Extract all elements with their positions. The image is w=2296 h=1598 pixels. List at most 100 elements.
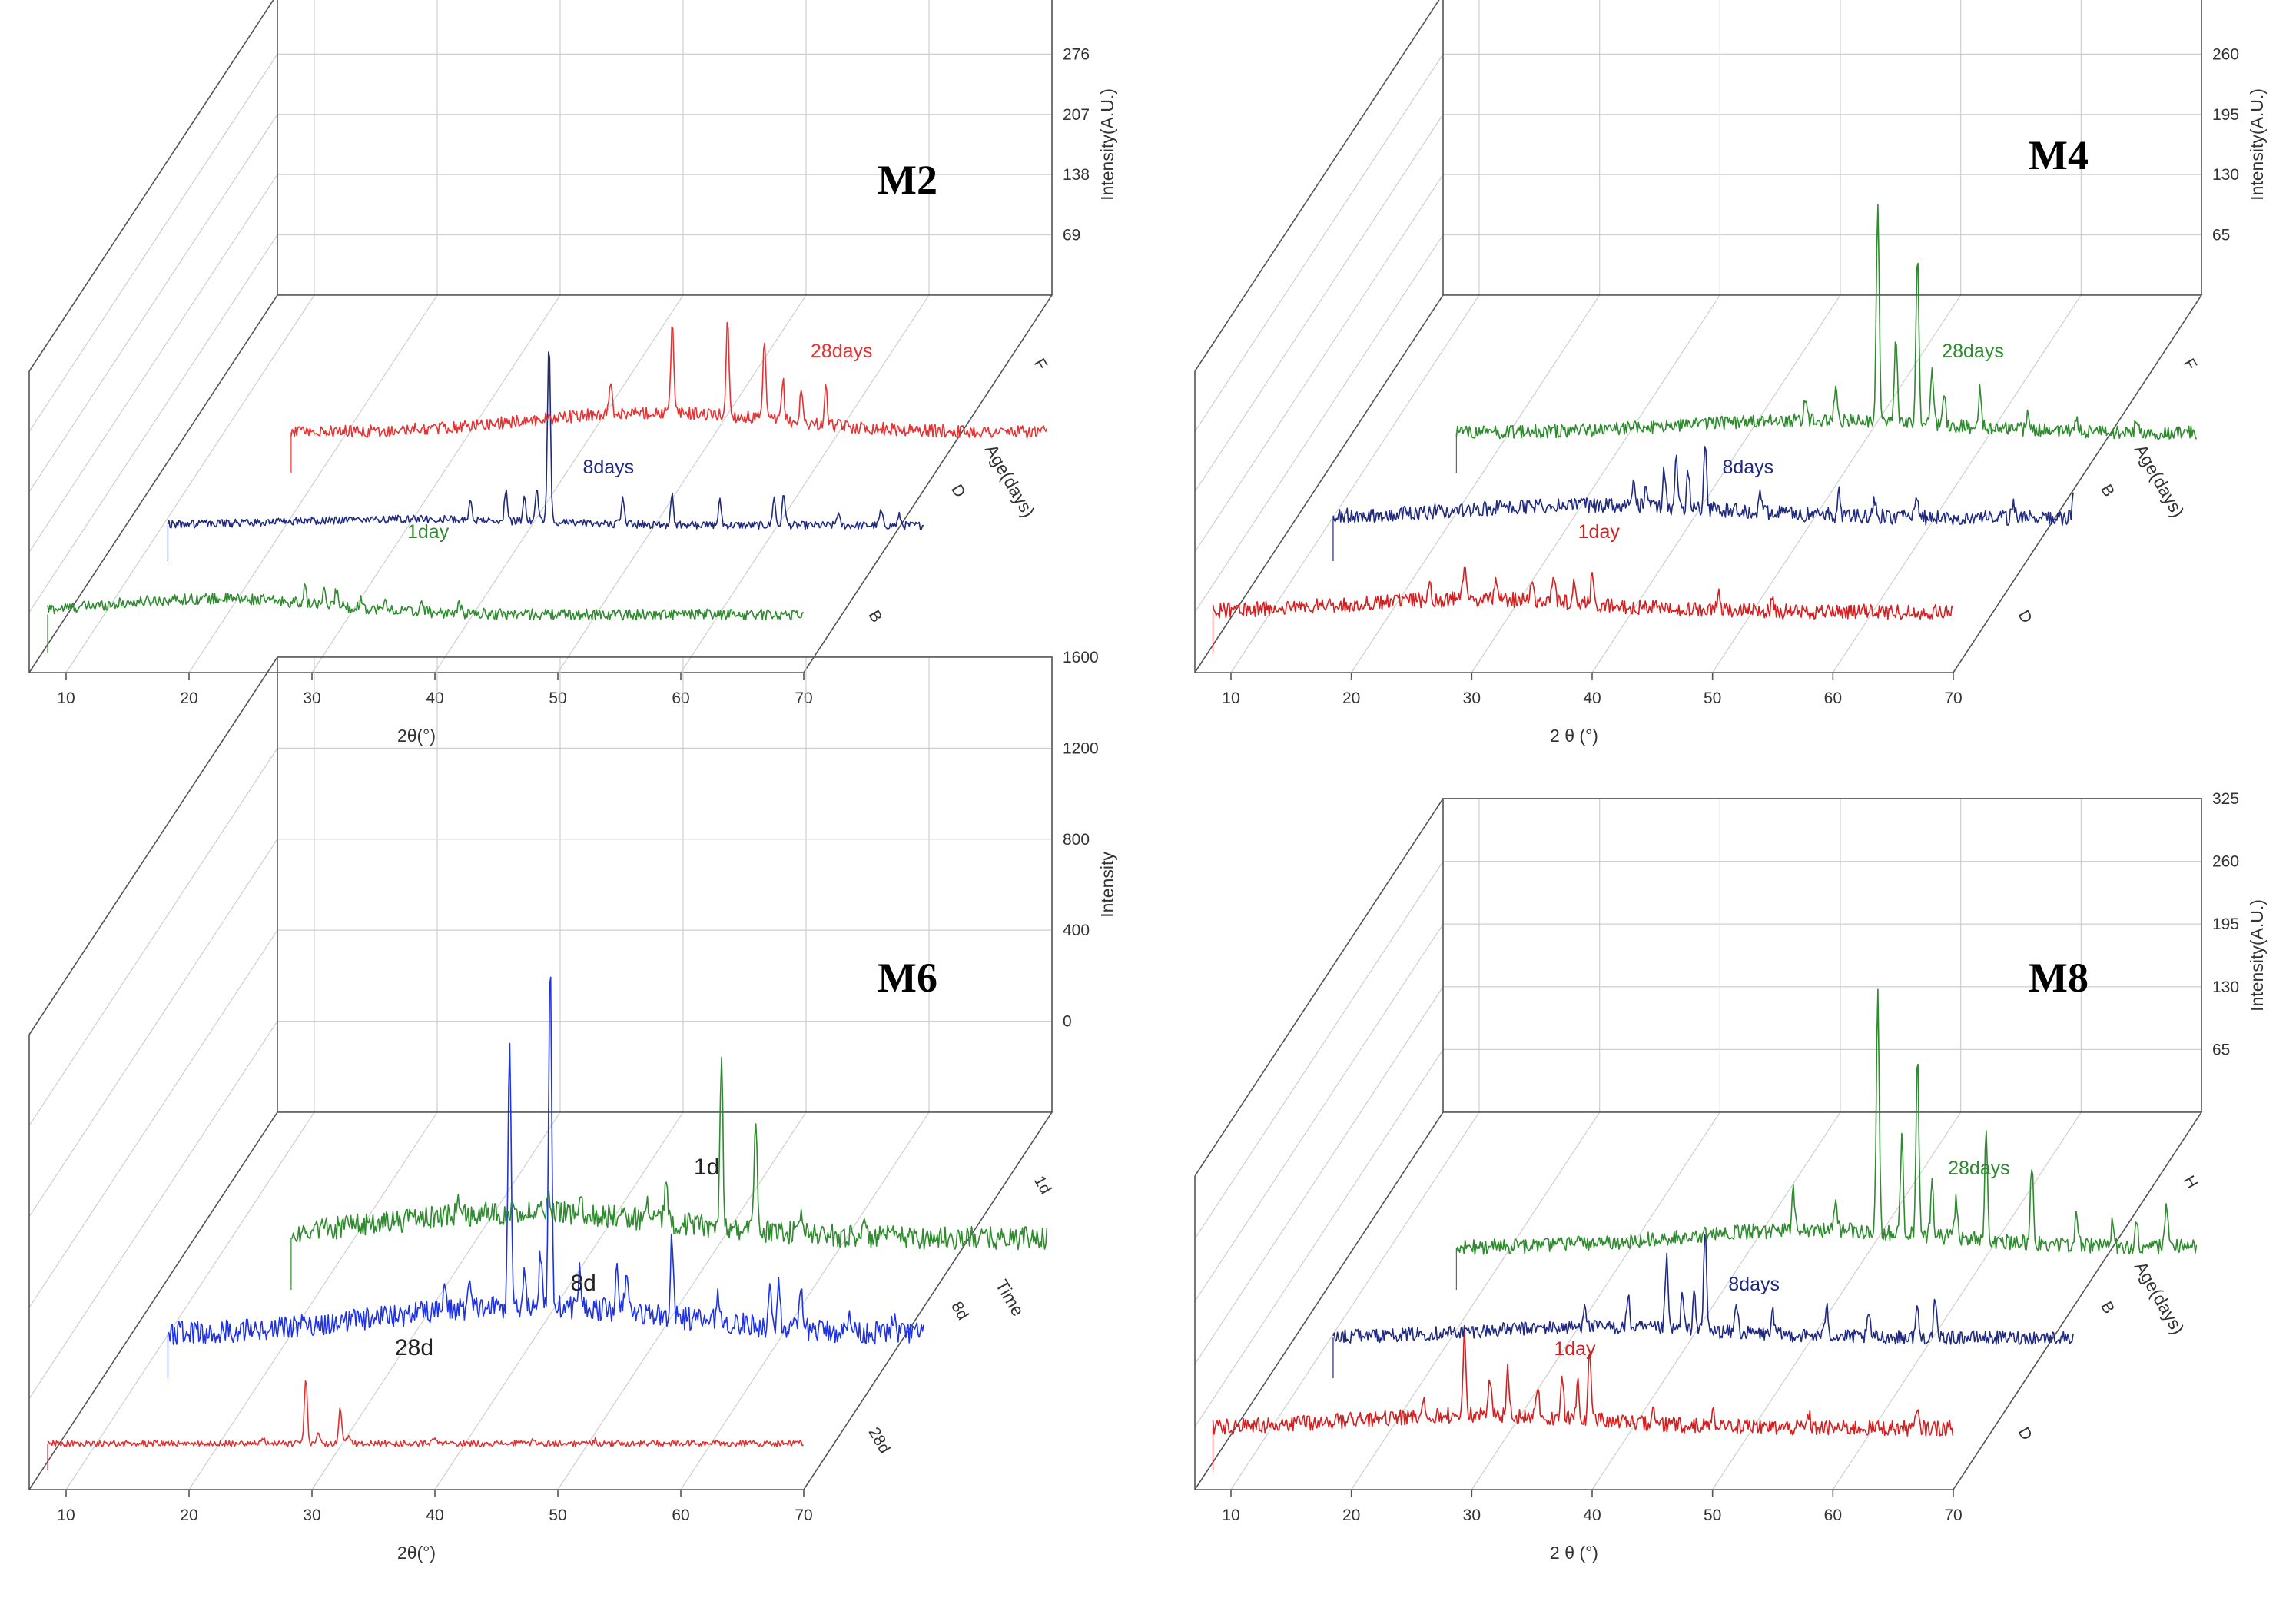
z-tick-label: 65 — [2212, 1041, 2230, 1058]
panel-title: M8 — [2029, 955, 2089, 1001]
x-tick-label: 20 — [180, 689, 197, 707]
series-label: 8days — [582, 457, 634, 478]
depth-axis-title: Time — [992, 1276, 1029, 1320]
back-wall-outline — [277, 656, 1053, 1112]
axis-frame — [1194, 0, 2203, 673]
floor-grid-line — [1832, 1111, 2082, 1490]
series-line-1day — [47, 583, 805, 621]
series-label: 8days — [1728, 1274, 1780, 1295]
x-tick-label: 30 — [1463, 1507, 1481, 1524]
z-axis-title: Intensity(A.U.) — [2247, 899, 2267, 1012]
depth-tick-label: B — [2097, 481, 2118, 500]
grid-lines — [1194, 798, 2202, 1497]
left-wall-top-edge — [28, 0, 274, 372]
z-tick-label: 195 — [2212, 106, 2239, 124]
series-group — [1212, 988, 2198, 1470]
z-tick-label: 325 — [2212, 790, 2239, 808]
series-label: 28d — [395, 1335, 433, 1360]
z-tick-labels: 0 400 800 1200 1600 — [1063, 649, 1099, 1031]
depth-axis-title: Age(days) — [2131, 1258, 2188, 1338]
x-tick-label: 40 — [1583, 1507, 1601, 1524]
z-tick-labels: 65 130 195 260 325 — [2212, 790, 2239, 1058]
series-label: 1d — [694, 1154, 719, 1180]
z-tick-label: 69 — [1063, 227, 1080, 244]
x-tick-label: 40 — [1583, 689, 1601, 707]
x-tick-label: 70 — [795, 1507, 812, 1524]
floor-grid-line — [311, 294, 561, 673]
floor-grid-line — [65, 294, 315, 673]
axis-frame — [1194, 798, 2203, 1490]
left-wall-top-edge — [28, 656, 278, 1035]
series-group — [47, 976, 1048, 1470]
z-tick-label: 260 — [2212, 853, 2239, 871]
x-axis-title: 2 θ (°) — [1550, 726, 1598, 746]
floor-grid-line — [1712, 294, 1962, 673]
z-tick-label: 1200 — [1063, 739, 1099, 757]
x-tick-label: 70 — [795, 689, 812, 707]
series-line-8days — [1332, 446, 2074, 526]
side-grid-line — [1194, 1049, 1444, 1427]
series-line-8d — [167, 976, 924, 1345]
chart-panel-m6: 10 20 30 40 50 60 70 0 400 800 1200 1600… — [28, 649, 1117, 1563]
side-grid-line — [1194, 114, 1444, 493]
series-line-8days — [1332, 1234, 2074, 1345]
x-tick-labels: 10 20 30 40 50 60 70 — [57, 689, 812, 707]
z-tick-label: 325 — [2212, 0, 2239, 3]
z-tick-label: 207 — [1063, 106, 1090, 124]
x-tick-labels: 10 20 30 40 50 60 70 — [57, 1507, 812, 1524]
depth-tick-label: B — [865, 607, 886, 626]
depth-tick-label: D — [2015, 607, 2036, 626]
series-line-1d — [290, 1056, 1048, 1251]
floor-grid-line — [557, 294, 807, 673]
z-tick-label: 0 — [1063, 1013, 1072, 1031]
z-tick-label: 800 — [1063, 831, 1090, 849]
series-line-28days — [290, 321, 1048, 439]
panel-title: M2 — [878, 157, 937, 203]
x-tick-label: 50 — [549, 689, 566, 707]
left-wall-top-edge — [1194, 0, 1440, 372]
floor-grid-line — [65, 1111, 315, 1490]
depth-tick-label: F — [1030, 356, 1050, 374]
series-label: 8days — [1722, 457, 1773, 478]
series-line-28days — [1455, 204, 2198, 440]
series-line-1day — [1212, 566, 1954, 620]
floor-grid-line — [680, 294, 930, 673]
x-tick-label: 10 — [1222, 1507, 1239, 1524]
series-labels: 28d 8d 1d — [395, 1154, 719, 1360]
x-tick-label: 40 — [426, 689, 443, 707]
series-label: 28days — [1948, 1158, 2010, 1179]
x-tick-label: 60 — [1824, 1507, 1842, 1524]
back-wall-outline — [1442, 0, 2202, 295]
floor-grid-line — [1471, 294, 1720, 673]
panel-title: M4 — [2029, 132, 2089, 178]
left-wall-top-edge — [1194, 798, 1444, 1177]
z-tick-label: 130 — [2212, 978, 2239, 996]
side-grid-line — [1194, 54, 1444, 432]
z-tick-label: 345 — [1063, 0, 1090, 3]
x-tick-label: 30 — [303, 1507, 320, 1524]
axis-frame — [28, 0, 1053, 673]
z-tick-label: 400 — [1063, 922, 1090, 939]
x-tick-label: 50 — [1704, 689, 1721, 707]
chart-panel-m2: 10 20 30 40 50 60 70 69 138 207 276 345 … — [28, 0, 1117, 746]
floor-grid-line — [557, 1111, 807, 1490]
side-grid-line — [1194, 923, 1444, 1302]
series-labels: 1day 8days 28days — [1578, 341, 2004, 543]
floor-grid-line — [1591, 1111, 1841, 1490]
series-line-28days — [1455, 988, 2198, 1255]
floor-grid-line — [1591, 294, 1841, 673]
back-wall-outline — [1442, 798, 2202, 1112]
series-label: 1day — [1554, 1338, 1596, 1360]
floor-outline — [1194, 1111, 2203, 1490]
floor-grid-line — [1230, 1111, 1480, 1490]
floor-grid-line — [188, 1111, 438, 1490]
z-tick-label: 65 — [2212, 227, 2230, 244]
floor-grid-line — [1471, 1111, 1720, 1490]
x-tick-label: 10 — [1222, 689, 1239, 707]
side-grid-line — [1194, 234, 1444, 613]
series-label: 8d — [570, 1271, 596, 1296]
floor-outline — [28, 1111, 1053, 1490]
x-tick-labels: 10 20 30 40 50 60 70 — [1222, 689, 1962, 707]
z-axis-title: Intensity — [1097, 852, 1117, 918]
